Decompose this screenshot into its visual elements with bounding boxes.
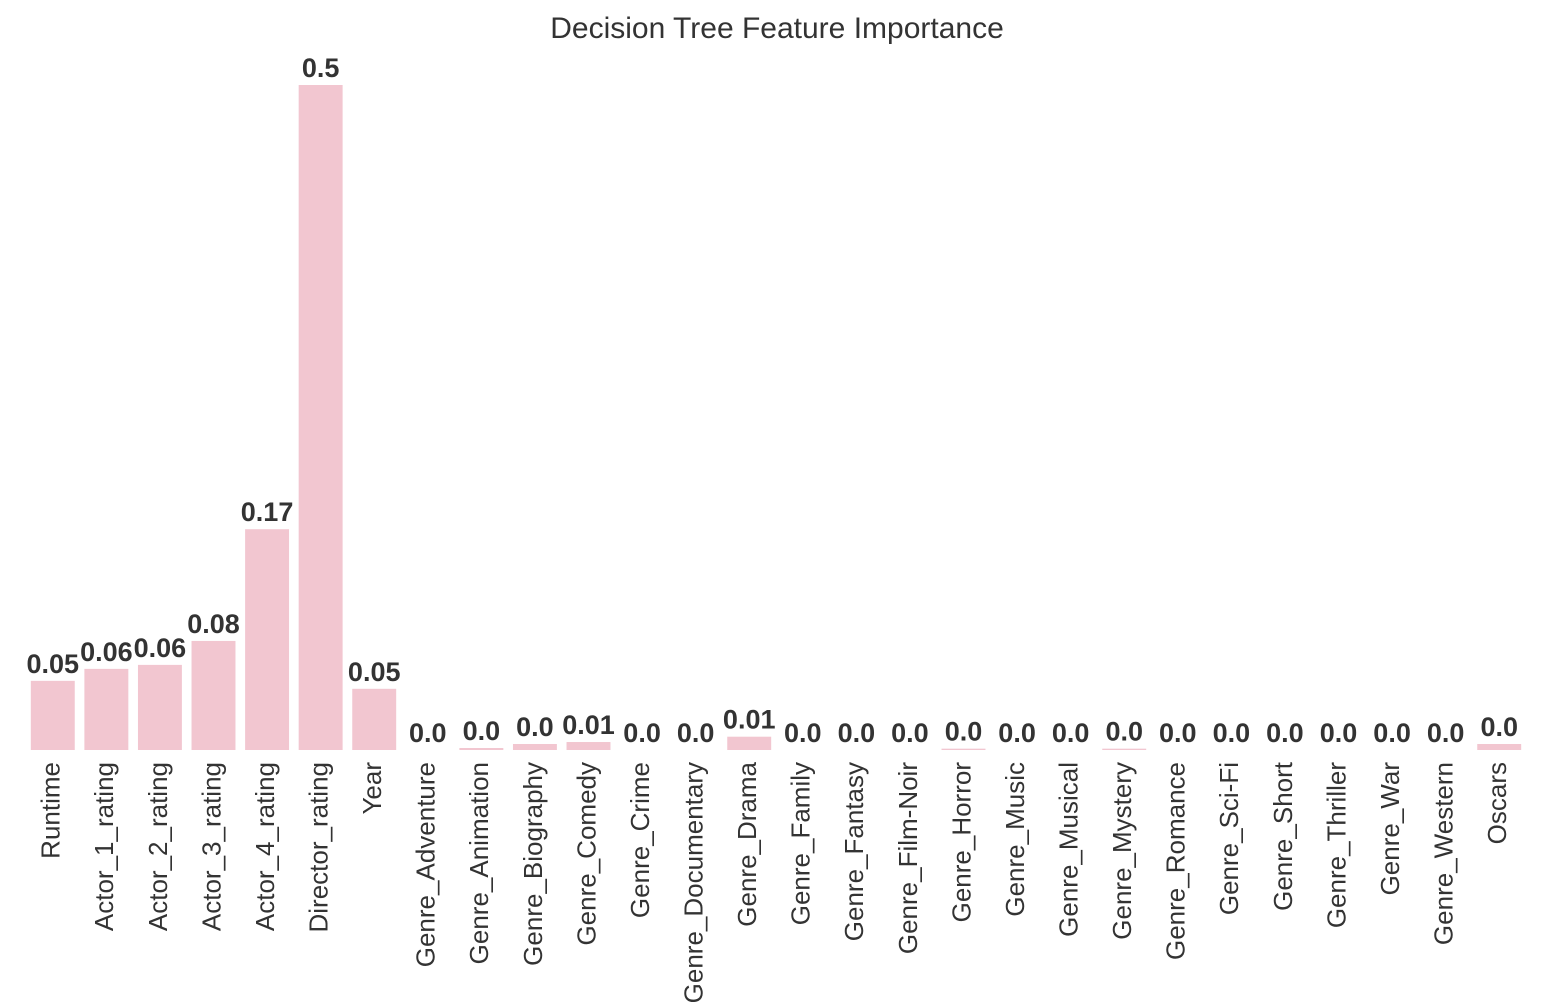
bar bbox=[566, 742, 611, 750]
x-tick-label: Director_rating bbox=[304, 762, 334, 933]
value-label: 0.0 bbox=[1480, 712, 1518, 742]
x-tick-label: Genre_War bbox=[1375, 762, 1405, 896]
x-tick-label: Genre_Thriller bbox=[1321, 762, 1351, 929]
value-label: 0.06 bbox=[80, 637, 133, 667]
bar bbox=[191, 640, 236, 750]
x-tick-label: Genre_Documentary bbox=[679, 762, 709, 1002]
value-label: 0.0 bbox=[623, 718, 661, 748]
x-tick-label: Genre_Horror bbox=[946, 762, 976, 923]
value-label: 0.0 bbox=[1213, 718, 1251, 748]
x-tick-label: Genre_Western bbox=[1429, 762, 1459, 945]
value-label: 0.0 bbox=[463, 716, 501, 746]
bar bbox=[298, 85, 343, 750]
value-label: 0.0 bbox=[1320, 718, 1358, 748]
value-label: 0.17 bbox=[241, 497, 294, 527]
x-tick-label: Genre_Music bbox=[1000, 762, 1030, 917]
value-label: 0.0 bbox=[1266, 718, 1304, 748]
x-tick-label: Genre_Biography bbox=[518, 762, 548, 966]
chart-title: Decision Tree Feature Importance bbox=[550, 12, 1004, 45]
value-label: 0.0 bbox=[1427, 718, 1465, 748]
value-label: 0.0 bbox=[784, 718, 822, 748]
x-tick-label: Actor_2_rating bbox=[143, 762, 173, 931]
value-label: 0.0 bbox=[945, 717, 983, 747]
bar bbox=[1102, 748, 1147, 750]
bar bbox=[1477, 744, 1522, 750]
value-label: 0.01 bbox=[562, 710, 615, 740]
x-tick-label: Genre_Adventure bbox=[411, 762, 441, 967]
x-tick-label: Genre_Sci-Fi bbox=[1214, 762, 1244, 915]
value-label: 0.0 bbox=[891, 718, 929, 748]
x-tick-label: Genre_Short bbox=[1268, 761, 1298, 911]
bar bbox=[245, 529, 290, 750]
value-label: 0.0 bbox=[677, 718, 715, 748]
value-label: 0.08 bbox=[187, 609, 240, 639]
value-label: 0.0 bbox=[1159, 718, 1197, 748]
value-label: 0.0 bbox=[409, 718, 447, 748]
bar bbox=[137, 664, 182, 750]
value-label: 0.0 bbox=[838, 718, 876, 748]
bar bbox=[941, 748, 986, 750]
x-tick-label: Oscars bbox=[1482, 762, 1512, 844]
value-label: 0.01 bbox=[723, 705, 776, 735]
x-tick-label: Runtime bbox=[36, 762, 66, 859]
value-label: 0.05 bbox=[27, 649, 80, 679]
x-tick-label: Actor_1_rating bbox=[89, 762, 119, 931]
value-label: 0.0 bbox=[1373, 718, 1411, 748]
x-tick-label: Genre_Family bbox=[786, 762, 816, 925]
x-tick-label: Year bbox=[357, 762, 387, 815]
bar bbox=[512, 744, 557, 750]
x-tick-label: Genre_Fantasy bbox=[839, 762, 869, 941]
bar bbox=[84, 668, 129, 750]
value-label: 0.06 bbox=[134, 633, 187, 663]
x-tick-label: Genre_Film-Noir bbox=[893, 762, 923, 954]
x-tick-label: Genre_Mystery bbox=[1107, 762, 1137, 940]
x-tick-label: Actor_3_rating bbox=[196, 762, 226, 931]
x-tick-label: Genre_Animation bbox=[464, 762, 494, 964]
value-label: 0.0 bbox=[516, 712, 554, 742]
value-label: 0.0 bbox=[1105, 717, 1143, 747]
value-label: 0.0 bbox=[1052, 718, 1090, 748]
x-tick-label: Genre_Crime bbox=[625, 762, 655, 918]
bar bbox=[727, 736, 772, 750]
value-label: 0.05 bbox=[348, 657, 401, 687]
x-tick-label: Genre_Musical bbox=[1054, 762, 1084, 937]
value-label: 0.0 bbox=[998, 718, 1036, 748]
x-tick-label: Genre_Romance bbox=[1161, 762, 1191, 960]
x-tick-label: Genre_Comedy bbox=[571, 762, 601, 946]
bar bbox=[352, 688, 397, 750]
bar bbox=[459, 748, 504, 750]
x-tick-label: Actor_4_rating bbox=[250, 762, 280, 931]
bar bbox=[30, 680, 75, 750]
x-tick-label: Genre_Drama bbox=[732, 761, 762, 926]
value-label: 0.5 bbox=[302, 53, 340, 83]
